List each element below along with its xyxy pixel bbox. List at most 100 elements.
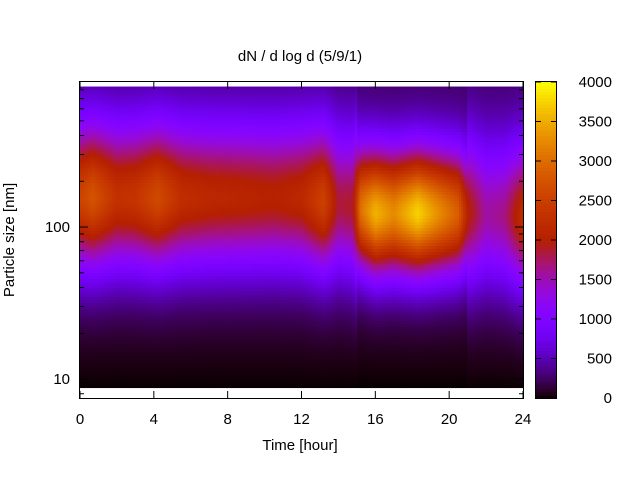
heatmap-cell bbox=[131, 119, 135, 124]
heatmap-cell bbox=[163, 285, 167, 289]
heatmap-cell bbox=[87, 233, 91, 238]
heatmap-cell bbox=[101, 167, 105, 172]
heatmap-cell bbox=[103, 143, 107, 148]
heatmap-cell bbox=[91, 128, 95, 133]
heatmap-cell bbox=[125, 336, 129, 340]
heatmap-cell bbox=[161, 348, 165, 352]
heatmap-cell bbox=[103, 363, 107, 367]
heatmap-cell bbox=[127, 360, 131, 364]
heatmap-cell bbox=[103, 125, 107, 130]
heatmap-cell bbox=[131, 161, 135, 166]
heatmap-cell bbox=[83, 318, 87, 322]
heatmap-cell bbox=[87, 318, 91, 322]
heatmap-cell bbox=[101, 143, 105, 148]
heatmap-cell bbox=[165, 221, 169, 226]
heatmap-cell bbox=[107, 122, 111, 127]
heatmap-cell bbox=[147, 303, 151, 307]
heatmap-cell bbox=[111, 230, 115, 235]
heatmap-cell bbox=[159, 303, 163, 307]
heatmap-cell bbox=[89, 318, 93, 322]
heatmap-cell bbox=[103, 333, 107, 337]
heatmap-cell bbox=[80, 354, 83, 358]
heatmap-cell bbox=[123, 363, 127, 367]
heatmap-cell bbox=[135, 324, 139, 328]
heatmap-cell bbox=[133, 110, 137, 115]
heatmap-cell bbox=[89, 152, 93, 157]
heatmap-cell bbox=[113, 188, 117, 193]
heatmap-cell bbox=[141, 155, 145, 160]
heatmap-cell bbox=[121, 209, 125, 214]
heatmap-cell bbox=[117, 140, 121, 145]
heatmap-cell bbox=[99, 167, 103, 172]
heatmap-cell bbox=[147, 134, 151, 139]
heatmap-cell bbox=[165, 155, 169, 160]
heatmap-cell bbox=[107, 306, 111, 310]
heatmap-cell bbox=[91, 243, 95, 247]
heatmap-cell bbox=[129, 348, 133, 352]
heatmap-cell bbox=[103, 330, 107, 334]
heatmap-cell bbox=[111, 107, 115, 112]
heatmap-cell bbox=[119, 176, 123, 181]
heatmap-cell bbox=[121, 363, 125, 367]
heatmap-cell bbox=[101, 339, 105, 343]
heatmap-cell bbox=[141, 264, 145, 268]
heatmap-cell bbox=[141, 194, 145, 199]
heatmap-cell bbox=[151, 140, 155, 145]
heatmap-cell bbox=[89, 375, 93, 380]
heatmap-cell bbox=[83, 161, 87, 166]
heatmap-cell bbox=[137, 327, 141, 331]
heatmap-cell bbox=[137, 149, 141, 154]
heatmap-cell bbox=[109, 378, 113, 383]
heatmap-cell bbox=[123, 354, 127, 358]
heatmap-cell bbox=[85, 107, 89, 112]
heatmap-cell bbox=[101, 128, 105, 133]
heatmap-cell bbox=[145, 384, 149, 389]
heatmap-cell bbox=[115, 233, 119, 238]
heatmap-cell bbox=[111, 128, 115, 133]
heatmap-cell bbox=[129, 288, 133, 292]
heatmap-cell bbox=[141, 164, 145, 169]
heatmap-cell bbox=[159, 270, 163, 274]
heatmap-cell bbox=[135, 294, 139, 298]
heatmap-cell bbox=[113, 209, 117, 214]
heatmap-cell bbox=[119, 285, 123, 289]
heatmap-cell bbox=[93, 321, 97, 325]
heatmap-cell bbox=[131, 351, 135, 355]
heatmap-cell bbox=[157, 104, 161, 109]
heatmap-cell bbox=[135, 321, 139, 325]
heatmap-cell bbox=[99, 252, 103, 256]
heatmap-cell bbox=[137, 215, 141, 220]
heatmap-cell bbox=[119, 258, 123, 262]
heatmap-cell bbox=[157, 312, 161, 316]
heatmap-cell bbox=[145, 315, 149, 319]
heatmap-cell bbox=[161, 107, 165, 112]
heatmap-cell bbox=[121, 366, 125, 370]
heatmap-cell bbox=[143, 209, 147, 214]
heatmap-cell bbox=[143, 252, 147, 256]
heatmap-cell bbox=[123, 128, 127, 133]
heatmap-cell bbox=[141, 300, 145, 304]
heatmap-cell bbox=[141, 315, 145, 319]
heatmap-cell bbox=[111, 348, 115, 352]
heatmap-cell bbox=[147, 179, 151, 184]
heatmap-cell bbox=[101, 243, 105, 247]
heatmap-cell bbox=[147, 378, 151, 383]
heatmap-cell bbox=[139, 188, 143, 193]
heatmap-cell bbox=[91, 89, 95, 94]
heatmap-cell bbox=[113, 191, 117, 196]
heatmap-cell bbox=[109, 104, 113, 109]
heatmap-cell bbox=[87, 372, 91, 377]
heatmap-cell bbox=[135, 339, 139, 343]
heatmap-cell bbox=[87, 249, 91, 253]
heatmap-cell bbox=[153, 179, 157, 184]
heatmap-cell bbox=[115, 273, 119, 277]
heatmap-cell bbox=[83, 342, 87, 346]
heatmap-cell bbox=[159, 315, 163, 319]
heatmap-cell bbox=[107, 312, 111, 316]
heatmap-cell bbox=[129, 134, 133, 139]
heatmap-cell bbox=[143, 137, 147, 142]
heatmap-cell bbox=[139, 116, 143, 121]
heatmap-cell bbox=[119, 173, 123, 178]
heatmap-cell bbox=[89, 315, 93, 319]
heatmap-cell bbox=[159, 188, 163, 193]
